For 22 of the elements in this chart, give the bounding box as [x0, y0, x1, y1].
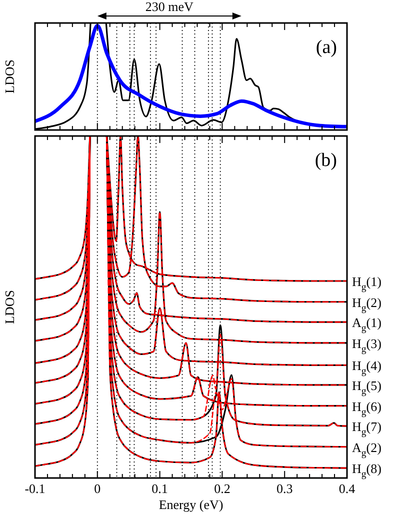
series-label: H$_{g}$(3) [352, 336, 382, 354]
x-tick-label: -0.1 [24, 481, 46, 496]
series-label: A$_{g}$(2) [352, 440, 382, 458]
series-label: H$_{g}$(4) [352, 358, 382, 377]
x-axis-title: Energy (eV) [158, 497, 224, 512]
series-label: H$_{g}$(5) [352, 378, 382, 396]
series-label: H$_{g}$(6) [352, 398, 382, 418]
x-tick-label: 0.3 [276, 481, 293, 496]
series-label: H$_{g}$(7) [352, 419, 382, 438]
y-axis-title: LDOS [2, 290, 17, 324]
x-tick-label: 0 [94, 481, 101, 496]
text: 230 meV [145, 0, 194, 14]
y-axis-title: LDOS [2, 60, 17, 94]
series-label: A$_{g}$(1) [352, 315, 382, 334]
series-label: H$_{g}$(1) [352, 274, 382, 293]
x-tick-label: 0.2 [214, 481, 230, 496]
annotation: (a) [316, 37, 337, 58]
x-tick-label: 0.4 [338, 481, 356, 496]
series-label: H$_{g}$(2) [352, 294, 382, 314]
series-label: H$_{g}$(8) [352, 461, 382, 480]
annotation: (b) [314, 150, 337, 171]
x-tick-label: 0.1 [152, 481, 168, 496]
